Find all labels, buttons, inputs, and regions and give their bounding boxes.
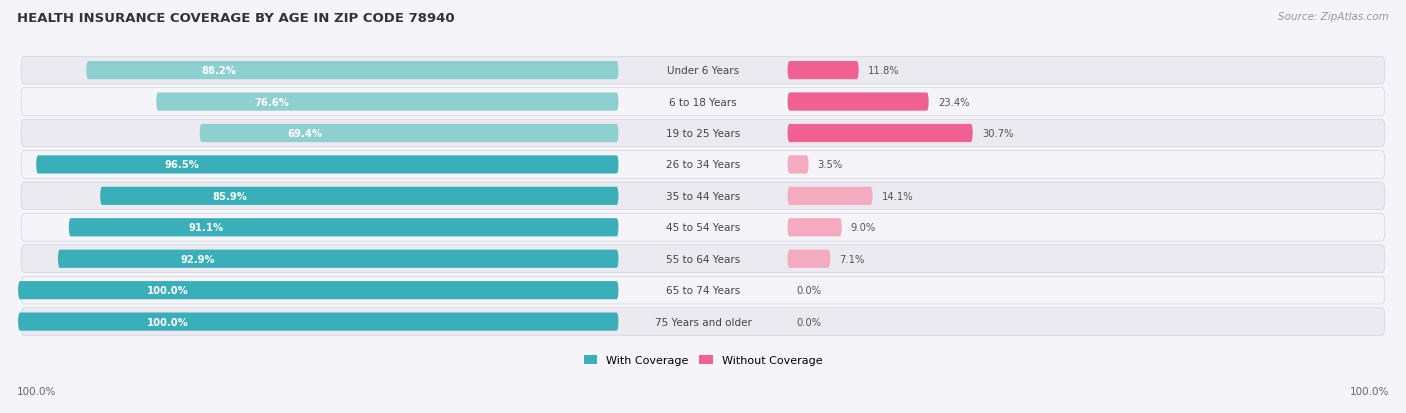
FancyBboxPatch shape	[21, 214, 1385, 242]
FancyBboxPatch shape	[21, 120, 1385, 147]
Text: 65 to 74 Years: 65 to 74 Years	[666, 285, 740, 295]
Text: 3.5%: 3.5%	[818, 160, 844, 170]
FancyBboxPatch shape	[787, 125, 973, 143]
Text: 69.4%: 69.4%	[287, 129, 322, 139]
Text: 100.0%: 100.0%	[148, 285, 188, 295]
Text: 6 to 18 Years: 6 to 18 Years	[669, 97, 737, 107]
Text: 26 to 34 Years: 26 to 34 Years	[666, 160, 740, 170]
FancyBboxPatch shape	[787, 62, 859, 80]
Text: 9.0%: 9.0%	[851, 223, 876, 233]
FancyBboxPatch shape	[787, 93, 929, 112]
FancyBboxPatch shape	[21, 277, 1385, 304]
FancyBboxPatch shape	[100, 187, 619, 206]
Text: 14.1%: 14.1%	[882, 191, 914, 202]
Text: 75 Years and older: 75 Years and older	[655, 317, 751, 327]
FancyBboxPatch shape	[21, 308, 1385, 336]
Text: 85.9%: 85.9%	[212, 191, 247, 202]
Text: HEALTH INSURANCE COVERAGE BY AGE IN ZIP CODE 78940: HEALTH INSURANCE COVERAGE BY AGE IN ZIP …	[17, 12, 454, 25]
FancyBboxPatch shape	[86, 62, 619, 80]
Legend: With Coverage, Without Coverage: With Coverage, Without Coverage	[579, 350, 827, 370]
Text: 0.0%: 0.0%	[797, 285, 821, 295]
FancyBboxPatch shape	[21, 183, 1385, 210]
Text: 91.1%: 91.1%	[188, 223, 224, 233]
Text: Source: ZipAtlas.com: Source: ZipAtlas.com	[1278, 12, 1389, 22]
FancyBboxPatch shape	[200, 125, 619, 143]
Text: 100.0%: 100.0%	[148, 317, 188, 327]
Text: 76.6%: 76.6%	[254, 97, 290, 107]
Text: 88.2%: 88.2%	[202, 66, 236, 76]
FancyBboxPatch shape	[18, 313, 619, 331]
FancyBboxPatch shape	[21, 151, 1385, 179]
FancyBboxPatch shape	[787, 218, 842, 237]
FancyBboxPatch shape	[787, 187, 873, 206]
Text: 55 to 64 Years: 55 to 64 Years	[666, 254, 740, 264]
FancyBboxPatch shape	[787, 156, 808, 174]
FancyBboxPatch shape	[69, 218, 619, 237]
Text: 30.7%: 30.7%	[981, 129, 1014, 139]
Text: 11.8%: 11.8%	[868, 66, 900, 76]
Text: 45 to 54 Years: 45 to 54 Years	[666, 223, 740, 233]
FancyBboxPatch shape	[18, 281, 619, 299]
FancyBboxPatch shape	[58, 250, 619, 268]
Text: 100.0%: 100.0%	[1350, 387, 1389, 396]
FancyBboxPatch shape	[21, 88, 1385, 116]
Text: 35 to 44 Years: 35 to 44 Years	[666, 191, 740, 202]
Text: Under 6 Years: Under 6 Years	[666, 66, 740, 76]
Text: 19 to 25 Years: 19 to 25 Years	[666, 129, 740, 139]
Text: 23.4%: 23.4%	[938, 97, 969, 107]
Text: 0.0%: 0.0%	[797, 317, 821, 327]
FancyBboxPatch shape	[21, 245, 1385, 273]
FancyBboxPatch shape	[21, 57, 1385, 85]
FancyBboxPatch shape	[37, 156, 619, 174]
Text: 92.9%: 92.9%	[181, 254, 215, 264]
Text: 96.5%: 96.5%	[165, 160, 200, 170]
FancyBboxPatch shape	[156, 93, 619, 112]
Text: 100.0%: 100.0%	[17, 387, 56, 396]
Text: 7.1%: 7.1%	[839, 254, 865, 264]
FancyBboxPatch shape	[787, 250, 831, 268]
